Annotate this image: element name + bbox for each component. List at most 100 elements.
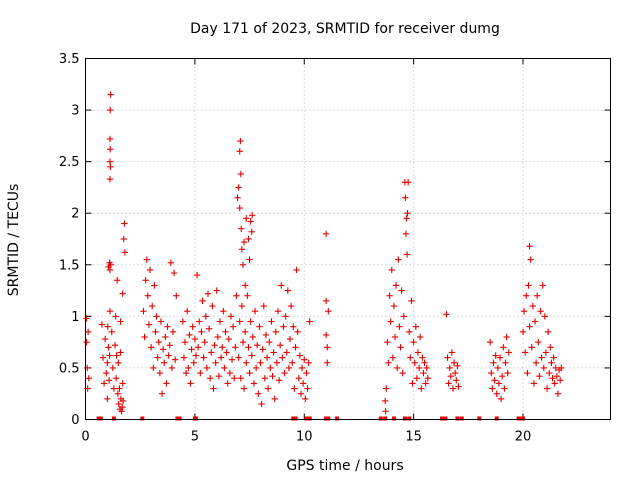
data-point	[112, 375, 120, 382]
baseline-marker	[324, 416, 329, 421]
data-point	[227, 313, 235, 320]
data-point	[108, 328, 115, 336]
data-point	[424, 375, 432, 382]
baseline-marker	[391, 416, 396, 421]
data-point	[212, 359, 219, 366]
data-point	[156, 369, 164, 377]
data-point	[179, 318, 187, 325]
baseline-marker	[304, 416, 309, 421]
data-point	[257, 359, 264, 366]
data-point	[302, 395, 309, 403]
data-point	[297, 390, 305, 397]
plot-frame	[85, 58, 611, 420]
data-point	[451, 369, 459, 377]
data-point	[519, 328, 527, 336]
baseline-marker	[518, 416, 523, 421]
data-point	[276, 342, 284, 349]
data-point	[106, 308, 114, 315]
data-point	[144, 292, 152, 299]
data-point	[83, 338, 90, 346]
data-point	[496, 354, 504, 361]
data-point	[549, 375, 556, 382]
baseline-marker	[293, 416, 298, 421]
data-point	[213, 287, 220, 294]
data-point	[161, 359, 168, 366]
baseline-marker	[407, 416, 412, 421]
data-point	[250, 380, 258, 387]
data-point	[305, 359, 312, 366]
data-point	[410, 338, 417, 346]
data-point	[504, 369, 511, 377]
data-point	[141, 333, 148, 341]
data-point	[490, 359, 497, 366]
data-point	[422, 380, 429, 387]
data-point	[260, 302, 267, 310]
data-point	[248, 352, 255, 359]
data-point	[106, 352, 113, 359]
data-point	[201, 338, 208, 346]
data-point	[225, 335, 232, 343]
data-point	[322, 297, 330, 305]
data-point	[255, 390, 262, 397]
data-point	[521, 349, 529, 356]
baseline-marker	[477, 416, 482, 421]
data-point	[163, 380, 170, 387]
x-tick-label: 20	[515, 430, 532, 445]
data-point	[544, 328, 552, 336]
data-point	[117, 349, 124, 356]
data-point	[248, 212, 256, 219]
data-point	[186, 331, 193, 339]
data-point	[552, 364, 560, 372]
data-point	[447, 372, 455, 380]
data-point	[118, 408, 125, 415]
x-axis-label: GPS time / hours	[286, 458, 403, 474]
data-point	[296, 352, 304, 359]
data-point	[200, 354, 207, 361]
data-point	[180, 354, 188, 361]
data-point	[284, 287, 292, 294]
baseline-marker	[98, 416, 103, 421]
data-point	[497, 395, 505, 403]
data-point	[223, 349, 230, 356]
data-point	[197, 369, 204, 377]
data-point	[115, 359, 122, 366]
data-point	[502, 359, 509, 366]
data-point	[274, 308, 282, 315]
data-point	[264, 385, 272, 392]
data-point	[256, 323, 263, 330]
baseline-marker	[440, 416, 445, 421]
data-point	[526, 243, 533, 250]
data-point	[450, 359, 458, 366]
data-point	[238, 225, 245, 232]
data-point	[107, 146, 114, 153]
data-point	[499, 372, 506, 380]
data-point	[500, 344, 507, 351]
data-point	[236, 148, 243, 155]
data-point	[285, 364, 293, 372]
baseline-marker	[335, 416, 340, 421]
data-point	[520, 308, 528, 315]
data-point	[119, 290, 126, 297]
data-point	[403, 215, 410, 222]
data-point	[219, 344, 226, 351]
data-point	[211, 342, 218, 349]
data-point	[325, 308, 332, 315]
data-point	[107, 106, 114, 114]
data-point	[235, 184, 242, 191]
data-point	[236, 318, 243, 325]
data-point	[236, 204, 243, 212]
data-point	[301, 356, 308, 363]
data-point	[292, 344, 299, 351]
baseline-markers	[96, 416, 525, 421]
data-point	[266, 338, 273, 346]
data-point	[157, 318, 165, 325]
baseline-marker	[175, 416, 180, 421]
data-point	[530, 380, 538, 387]
data-point	[299, 380, 307, 387]
baseline-marker	[177, 416, 182, 421]
data-point	[241, 328, 249, 336]
data-point	[525, 282, 532, 289]
data-point	[119, 397, 127, 405]
data-point	[294, 328, 301, 336]
